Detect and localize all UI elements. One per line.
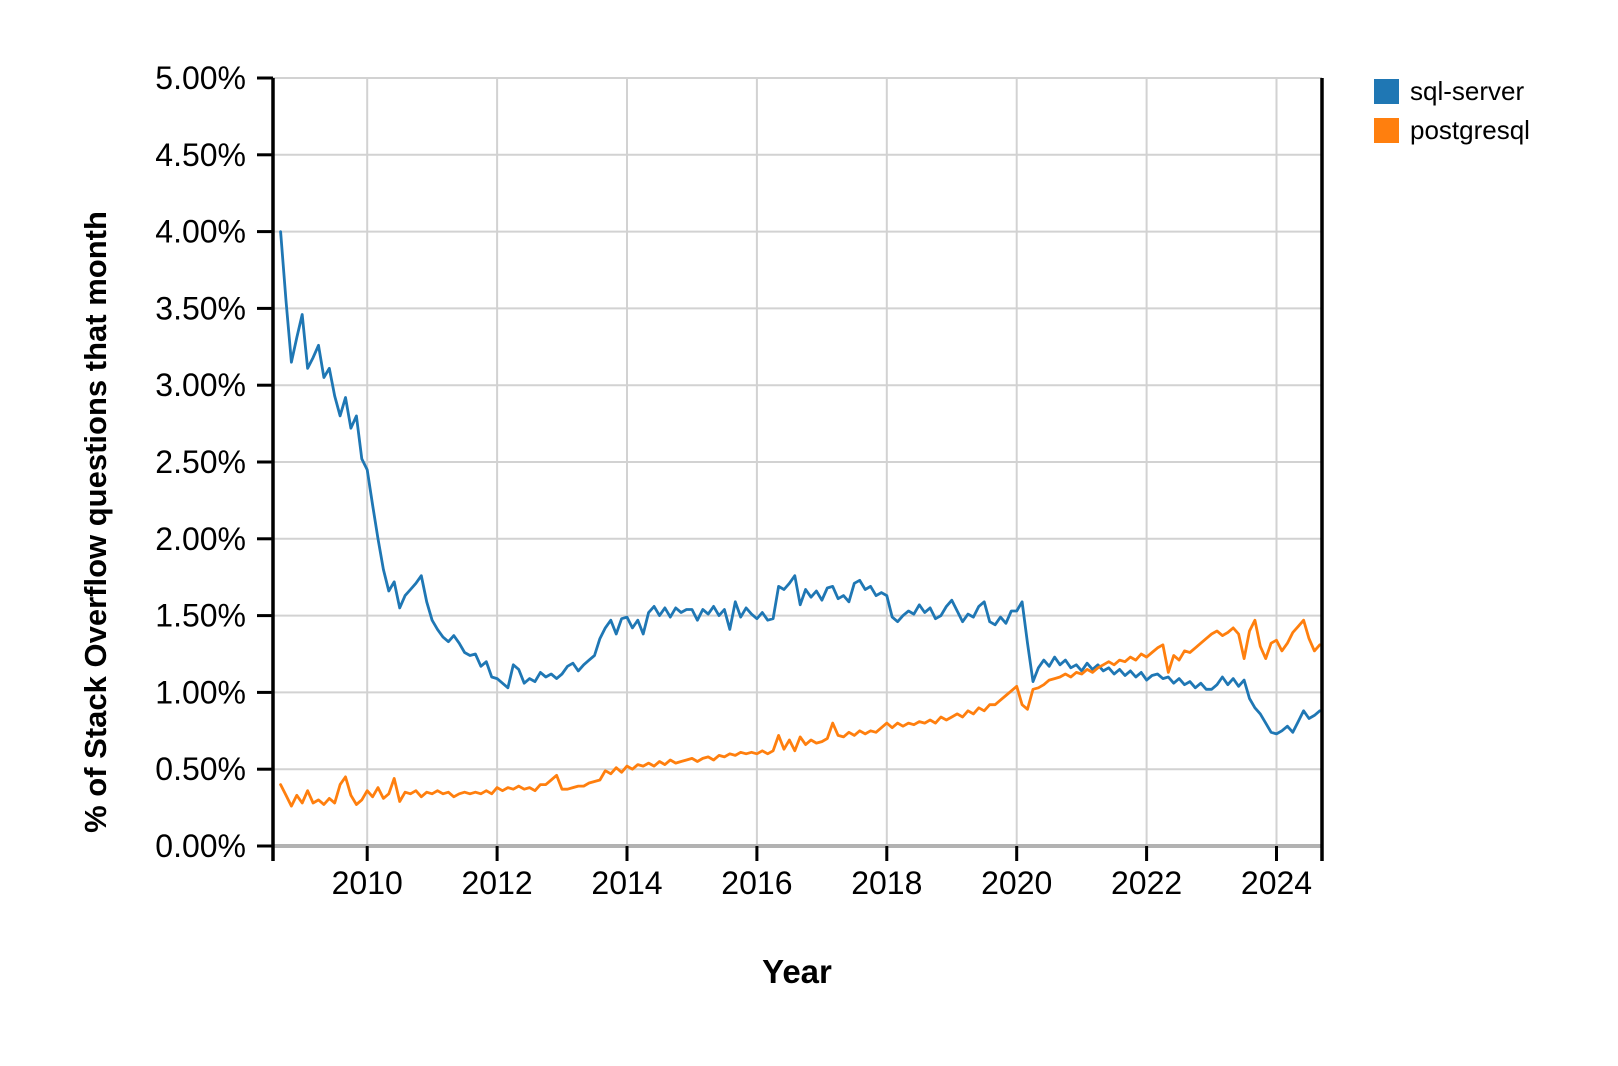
y-axis-title: % of Stack Overflow questions that month [78, 211, 113, 833]
x-tick-label: 2022 [1111, 865, 1182, 901]
x-tick-label: 2018 [851, 865, 922, 901]
legend-swatch-sql-server [1374, 79, 1399, 104]
y-tick-label: 2.00% [155, 521, 246, 557]
y-tick-label: 4.50% [155, 137, 246, 173]
series-line-postgresql [279, 618, 1322, 808]
legend-swatch-postgresql [1374, 118, 1399, 143]
legend-item-sql-server: sql-server [1374, 76, 1530, 106]
x-tick-label: 2024 [1241, 865, 1312, 901]
legend-label-postgresql: postgresql [1410, 115, 1530, 145]
x-tick-label: 2012 [462, 865, 533, 901]
y-tick-label: 3.00% [155, 367, 246, 403]
x-tick-label: 2020 [981, 865, 1052, 901]
y-tick-label: 5.00% [155, 60, 246, 96]
y-tick-label: 3.50% [155, 290, 246, 326]
legend-label-sql-server: sql-server [1410, 76, 1525, 106]
x-tick-label: 2010 [332, 865, 403, 901]
series-line-sql-server [279, 230, 1322, 736]
y-tick-label: 2.50% [155, 444, 246, 480]
legend: sql-server postgresql [1374, 76, 1530, 145]
y-tick-label: 4.00% [155, 214, 246, 250]
y-tick-label: 0.00% [155, 828, 246, 864]
x-tick-label: 2016 [721, 865, 792, 901]
y-tick-label: 0.50% [155, 751, 246, 787]
y-tick-label: 1.50% [155, 598, 246, 634]
x-tick-label: 2014 [591, 865, 662, 901]
x-axis-title: Year [762, 953, 832, 990]
legend-item-postgresql: postgresql [1374, 115, 1530, 145]
y-tick-label: 1.00% [155, 674, 246, 710]
